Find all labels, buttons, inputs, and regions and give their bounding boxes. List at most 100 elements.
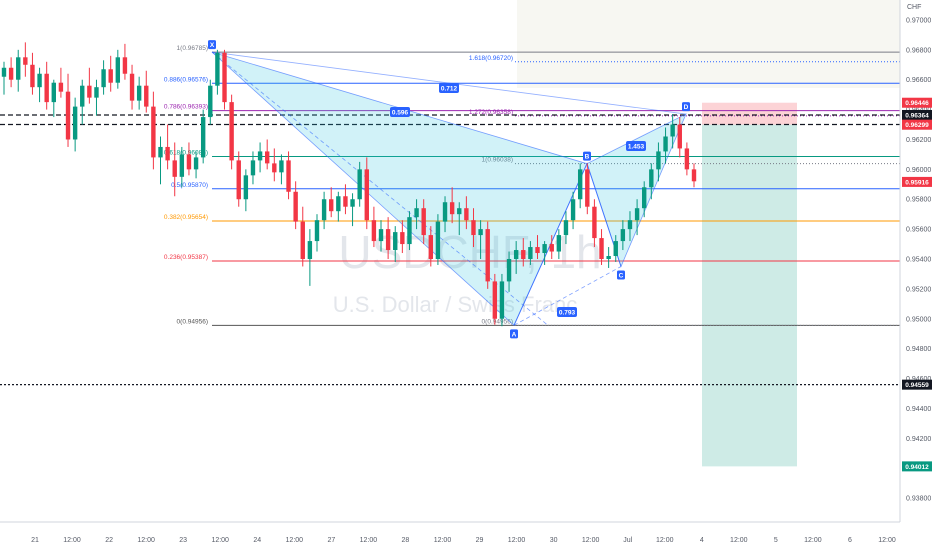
candle-body <box>506 259 512 282</box>
candle-body <box>236 160 241 200</box>
pattern-point-label: D <box>684 104 689 111</box>
ratio-tag-text: 0.712 <box>441 86 458 93</box>
candle-body <box>364 169 369 221</box>
ratio-tag-text: 1.453 <box>628 144 645 151</box>
position-target-zone <box>702 124 797 467</box>
price-tag-text: 0.94012 <box>905 464 929 471</box>
candle-body <box>200 117 206 158</box>
x-tick-label: 5 <box>774 537 778 544</box>
x-tick-label: 12:00 <box>582 537 600 544</box>
x-tick-label: 12:00 <box>360 537 378 544</box>
candle-body <box>243 175 249 200</box>
x-tick-label: 21 <box>31 537 39 544</box>
x-tick-label: 28 <box>402 537 410 544</box>
ratio-tag-text: 0.596 <box>392 110 409 117</box>
candle-body <box>186 154 192 170</box>
fib-level-label: 0.886(0.96576) <box>164 76 208 83</box>
x-tick-label: 12:00 <box>434 537 452 544</box>
candle-body <box>94 87 99 98</box>
candle-body <box>165 146 170 161</box>
candle-body <box>208 85 213 118</box>
axes: CHF0.970000.968000.966000.964000.962000.… <box>0 0 931 544</box>
price-tag <box>902 379 932 390</box>
candle-body <box>72 106 78 140</box>
candle-body <box>115 57 121 83</box>
price-tag <box>902 119 932 130</box>
candle-body <box>393 232 398 251</box>
candle-body <box>691 169 697 182</box>
x-tick-label: 22 <box>105 537 113 544</box>
x-tick-label: 12:00 <box>508 537 526 544</box>
pattern-xa-dashed <box>211 51 549 326</box>
candle-body <box>549 244 554 252</box>
candle-body <box>499 281 505 319</box>
candle-body <box>58 82 64 92</box>
candle-body <box>428 235 434 259</box>
candle-body <box>449 202 455 215</box>
fib-level-label: 0.786(0.96393) <box>164 104 208 111</box>
x-tick-label: 12:00 <box>656 537 674 544</box>
candle-body <box>101 69 106 88</box>
price-tag-text: 0.96446 <box>905 100 929 107</box>
pattern-point-tag <box>208 40 216 50</box>
candle-body <box>627 220 633 230</box>
candle-body <box>457 208 462 215</box>
price-tag <box>902 97 932 108</box>
y-tick-label: 0.94800 <box>906 346 931 353</box>
fib-levels: 1(0.96785) 0.886(0.96576) 0.786(0.96393) 0.… <box>0 45 900 386</box>
candle-body <box>343 196 348 207</box>
candle-body <box>23 57 28 65</box>
candle-body <box>229 102 234 161</box>
fib-level-label: 0.382(0.95654) <box>164 214 208 221</box>
candle-body <box>51 82 56 103</box>
x-tick-label: 12:00 <box>878 537 896 544</box>
candle-body <box>172 160 177 177</box>
symbol-watermark: USDCHF, 1hU.S. Dollar / Swiss Franc <box>333 226 602 317</box>
fib-level-label: 0.236(0.95387) <box>164 254 208 261</box>
candle-body <box>264 151 270 164</box>
candle-body <box>300 221 305 259</box>
y-tick-label: 0.95000 <box>906 316 931 323</box>
candle-body <box>471 220 476 236</box>
y-tick-label: 0.95200 <box>906 286 931 293</box>
x-tick-label: 23 <box>179 537 187 544</box>
pattern-point-label: X <box>210 42 215 49</box>
price-tag <box>902 109 932 120</box>
candle-body <box>400 232 405 245</box>
y-tick-label: 0.96000 <box>906 167 931 174</box>
x-tick-label: 24 <box>253 537 261 544</box>
y-tick-label: 0.94400 <box>906 406 931 413</box>
fib-level-label: 1(0.96785) <box>177 45 208 52</box>
candle-body <box>293 191 298 222</box>
candle-body <box>442 202 448 222</box>
ratio-tag <box>390 107 410 117</box>
candle-body <box>606 256 611 259</box>
candle-body <box>542 244 547 254</box>
ext-level-label: 0(0.94956) <box>482 318 513 325</box>
fib-level-label: 0(0.94956) <box>177 318 208 325</box>
x-tick-label: Jul <box>623 537 632 544</box>
candle-body <box>193 157 199 170</box>
background-layer <box>517 0 900 467</box>
y-tick-label: 0.96800 <box>906 47 931 54</box>
ratio-tag-text: 0.793 <box>559 310 576 317</box>
candle-body <box>421 208 426 236</box>
candle-body <box>492 281 498 319</box>
x-tick-label: 12:00 <box>137 537 155 544</box>
candle-body <box>80 85 85 107</box>
candle-body <box>485 229 490 282</box>
candle-body <box>108 69 113 83</box>
candle-body <box>385 229 391 251</box>
y-tick-label: 0.97000 <box>906 17 931 24</box>
x-tick-label: 12:00 <box>730 537 748 544</box>
currency-label: CHF <box>907 4 921 11</box>
candle-body <box>556 235 562 252</box>
candle-body <box>122 57 128 74</box>
x-tick-label: 30 <box>550 537 558 544</box>
candle-body <box>663 136 668 152</box>
pattern-point-tag <box>617 270 625 280</box>
future-shade-top <box>517 0 900 88</box>
candle-body <box>613 241 618 257</box>
y-tick-label: 0.95800 <box>906 197 931 204</box>
